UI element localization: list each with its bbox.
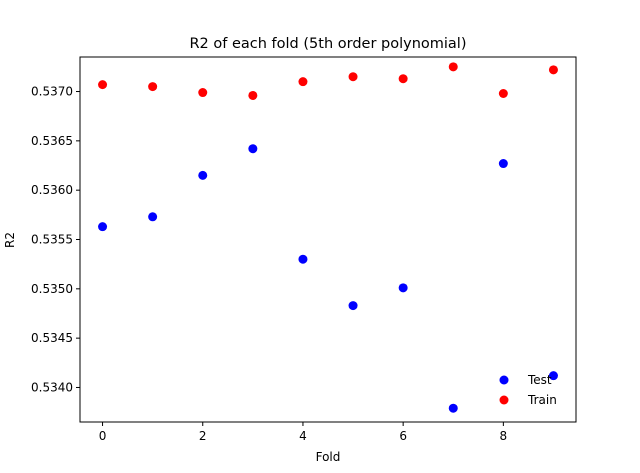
- y-tick-label: 0.5345: [31, 331, 73, 345]
- test-point: [348, 301, 358, 311]
- x-tick-label: 4: [299, 429, 307, 443]
- train-point: [348, 72, 358, 82]
- test-point: [198, 170, 208, 180]
- legend-label-test: Test: [527, 373, 552, 387]
- legend-marker-train: [499, 395, 509, 405]
- y-tick-label: 0.5340: [31, 380, 73, 394]
- y-tick-label: 0.5350: [31, 282, 73, 296]
- x-axis-title: Fold: [316, 450, 341, 464]
- train-point: [448, 62, 458, 72]
- test-point: [548, 371, 558, 381]
- legend: Test Train: [499, 373, 557, 407]
- train-point: [198, 88, 208, 98]
- plot-frame: [79, 56, 577, 423]
- train-point: [298, 77, 308, 87]
- legend-marker-test: [499, 375, 509, 385]
- series-test: [98, 144, 558, 413]
- test-point: [398, 283, 408, 293]
- test-point: [298, 254, 308, 264]
- y-tick-label: 0.5355: [31, 233, 73, 247]
- train-point: [548, 65, 558, 75]
- data-points: [98, 62, 558, 413]
- chart-title: R2 of each fold (5th order polynomial): [189, 36, 466, 52]
- train-point: [98, 80, 108, 90]
- test-point: [248, 144, 258, 154]
- train-point: [248, 90, 258, 100]
- x-tick-label: 8: [500, 429, 508, 443]
- y-axis: 0.5340 0.5345 0.5350 0.5355 0.5360 0.5365 0.53…: [31, 85, 80, 394]
- test-point: [448, 403, 458, 413]
- x-tick-label: 6: [399, 429, 407, 443]
- y-tick-label: 0.5365: [31, 134, 73, 148]
- x-axis: 0 2 4 6 8: [99, 422, 507, 443]
- train-point: [148, 82, 158, 92]
- series-train: [98, 62, 558, 100]
- y-tick-label: 0.5370: [31, 85, 73, 99]
- x-tick-label: 2: [199, 429, 207, 443]
- test-point: [148, 212, 158, 222]
- test-point: [498, 159, 508, 169]
- y-axis-title: R2: [3, 232, 17, 248]
- x-tick-label: 0: [99, 429, 107, 443]
- legend-label-train: Train: [527, 393, 557, 407]
- y-tick-label: 0.5360: [31, 183, 73, 197]
- train-point: [398, 74, 408, 84]
- test-point: [98, 222, 108, 232]
- train-point: [498, 89, 508, 98]
